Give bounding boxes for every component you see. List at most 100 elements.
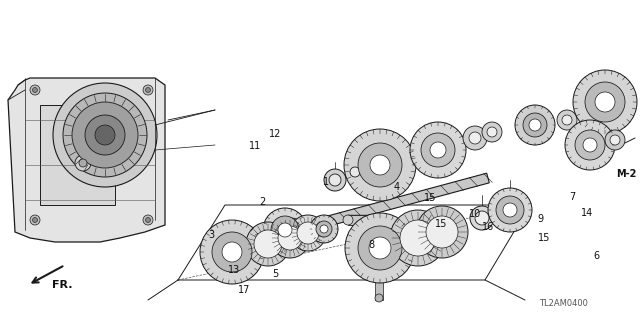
Circle shape xyxy=(346,163,364,181)
Circle shape xyxy=(85,115,125,155)
Circle shape xyxy=(329,174,341,186)
Text: 15: 15 xyxy=(538,233,550,244)
Circle shape xyxy=(278,226,302,250)
Circle shape xyxy=(75,155,91,171)
Circle shape xyxy=(390,210,446,266)
Circle shape xyxy=(290,215,326,251)
Circle shape xyxy=(270,218,310,258)
Circle shape xyxy=(583,138,597,152)
Text: 12: 12 xyxy=(269,129,282,140)
Polygon shape xyxy=(8,78,165,242)
Text: 14: 14 xyxy=(581,208,594,218)
Circle shape xyxy=(375,294,383,302)
Text: 16: 16 xyxy=(481,222,494,232)
Text: 15: 15 xyxy=(424,193,436,204)
Circle shape xyxy=(470,206,494,230)
Text: 17: 17 xyxy=(238,284,251,295)
Text: 8: 8 xyxy=(368,240,374,250)
Bar xyxy=(40,105,115,205)
Circle shape xyxy=(72,102,138,168)
Circle shape xyxy=(575,130,605,160)
Circle shape xyxy=(297,222,319,244)
Circle shape xyxy=(469,132,481,144)
Circle shape xyxy=(222,242,242,262)
Text: FR.: FR. xyxy=(52,280,73,291)
Bar xyxy=(375,244,383,272)
Circle shape xyxy=(278,223,292,237)
Circle shape xyxy=(610,135,620,145)
Circle shape xyxy=(515,105,555,145)
Circle shape xyxy=(400,220,436,256)
Text: 5: 5 xyxy=(272,268,278,279)
Circle shape xyxy=(316,221,332,237)
Circle shape xyxy=(529,119,541,131)
Circle shape xyxy=(344,129,416,201)
Circle shape xyxy=(595,92,615,112)
Circle shape xyxy=(320,225,328,233)
Circle shape xyxy=(263,208,307,252)
Circle shape xyxy=(200,220,264,284)
Circle shape xyxy=(358,143,402,187)
Circle shape xyxy=(254,230,282,258)
Circle shape xyxy=(350,167,360,177)
Circle shape xyxy=(565,120,615,170)
Circle shape xyxy=(324,169,346,191)
Circle shape xyxy=(145,218,150,222)
Circle shape xyxy=(488,188,532,232)
Circle shape xyxy=(475,211,489,225)
Circle shape xyxy=(212,232,252,272)
Circle shape xyxy=(523,113,547,137)
Circle shape xyxy=(562,115,572,125)
Text: 6: 6 xyxy=(593,251,600,261)
Text: 15: 15 xyxy=(435,219,448,229)
Circle shape xyxy=(370,155,390,175)
Circle shape xyxy=(378,215,388,225)
Bar xyxy=(348,215,383,225)
Circle shape xyxy=(416,206,468,258)
Circle shape xyxy=(143,215,153,225)
Circle shape xyxy=(410,122,466,178)
Circle shape xyxy=(430,142,446,158)
Circle shape xyxy=(145,87,150,92)
Circle shape xyxy=(345,213,415,283)
Text: 1: 1 xyxy=(323,177,330,188)
Text: TL2AM0400: TL2AM0400 xyxy=(539,300,588,308)
Text: M-2: M-2 xyxy=(616,169,636,180)
Circle shape xyxy=(30,215,40,225)
Text: 7: 7 xyxy=(570,192,576,202)
Circle shape xyxy=(358,226,402,270)
Circle shape xyxy=(482,122,502,142)
Circle shape xyxy=(79,159,87,167)
Text: 13: 13 xyxy=(227,265,240,276)
Circle shape xyxy=(271,216,299,244)
Polygon shape xyxy=(227,173,490,253)
Circle shape xyxy=(463,126,487,150)
Bar xyxy=(375,274,383,300)
Circle shape xyxy=(95,125,115,145)
Circle shape xyxy=(143,85,153,95)
Text: 4: 4 xyxy=(394,182,400,192)
Circle shape xyxy=(343,215,353,225)
Text: 10: 10 xyxy=(468,209,481,220)
Circle shape xyxy=(421,133,455,167)
Circle shape xyxy=(246,222,290,266)
Circle shape xyxy=(573,70,637,134)
Text: 11: 11 xyxy=(248,140,261,151)
Text: 2: 2 xyxy=(259,196,266,207)
Circle shape xyxy=(496,196,524,224)
Circle shape xyxy=(426,216,458,248)
Circle shape xyxy=(53,83,157,187)
Circle shape xyxy=(33,87,38,92)
Circle shape xyxy=(557,110,577,130)
Text: 9: 9 xyxy=(538,214,544,224)
Text: 3: 3 xyxy=(208,230,214,240)
Circle shape xyxy=(63,93,147,177)
Circle shape xyxy=(605,130,625,150)
Circle shape xyxy=(374,269,384,279)
Circle shape xyxy=(585,82,625,122)
Circle shape xyxy=(30,85,40,95)
Circle shape xyxy=(369,237,391,259)
Circle shape xyxy=(503,203,517,217)
Circle shape xyxy=(373,238,385,250)
Circle shape xyxy=(33,218,38,222)
